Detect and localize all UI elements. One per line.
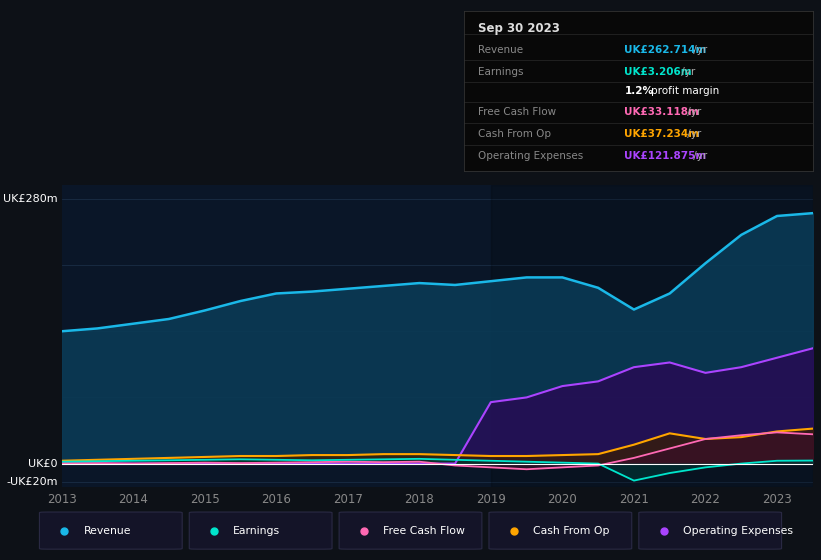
Text: 1.2%: 1.2%: [624, 86, 654, 96]
Text: Revenue: Revenue: [478, 44, 523, 54]
Text: -UK£20m: -UK£20m: [7, 478, 57, 487]
Text: UK£3.206m: UK£3.206m: [624, 67, 692, 77]
FancyBboxPatch shape: [639, 512, 782, 549]
Text: UK£33.118m: UK£33.118m: [624, 107, 699, 116]
Text: Cash From Op: Cash From Op: [533, 526, 609, 535]
Text: Free Cash Flow: Free Cash Flow: [383, 526, 465, 535]
Text: UK£37.234m: UK£37.234m: [624, 129, 699, 139]
FancyBboxPatch shape: [39, 512, 182, 549]
Text: Free Cash Flow: Free Cash Flow: [478, 107, 556, 116]
FancyBboxPatch shape: [190, 512, 332, 549]
FancyBboxPatch shape: [339, 512, 482, 549]
Text: /yr: /yr: [684, 107, 701, 116]
Text: /yr: /yr: [690, 151, 707, 161]
Text: UK£280m: UK£280m: [3, 194, 57, 204]
Text: UK£0: UK£0: [28, 459, 57, 469]
Text: /yr: /yr: [684, 129, 701, 139]
Text: /yr: /yr: [690, 44, 707, 54]
Text: UK£262.714m: UK£262.714m: [624, 44, 707, 54]
Text: /yr: /yr: [678, 67, 695, 77]
Text: Cash From Op: Cash From Op: [478, 129, 551, 139]
Text: Revenue: Revenue: [84, 526, 131, 535]
Text: Operating Expenses: Operating Expenses: [683, 526, 793, 535]
Text: Operating Expenses: Operating Expenses: [478, 151, 583, 161]
Text: UK£121.875m: UK£121.875m: [624, 151, 707, 161]
FancyBboxPatch shape: [489, 512, 631, 549]
Text: Sep 30 2023: Sep 30 2023: [478, 22, 560, 35]
Text: Earnings: Earnings: [478, 67, 523, 77]
Text: profit margin: profit margin: [650, 86, 719, 96]
Bar: [491, 185, 813, 487]
Text: Earnings: Earnings: [233, 526, 281, 535]
